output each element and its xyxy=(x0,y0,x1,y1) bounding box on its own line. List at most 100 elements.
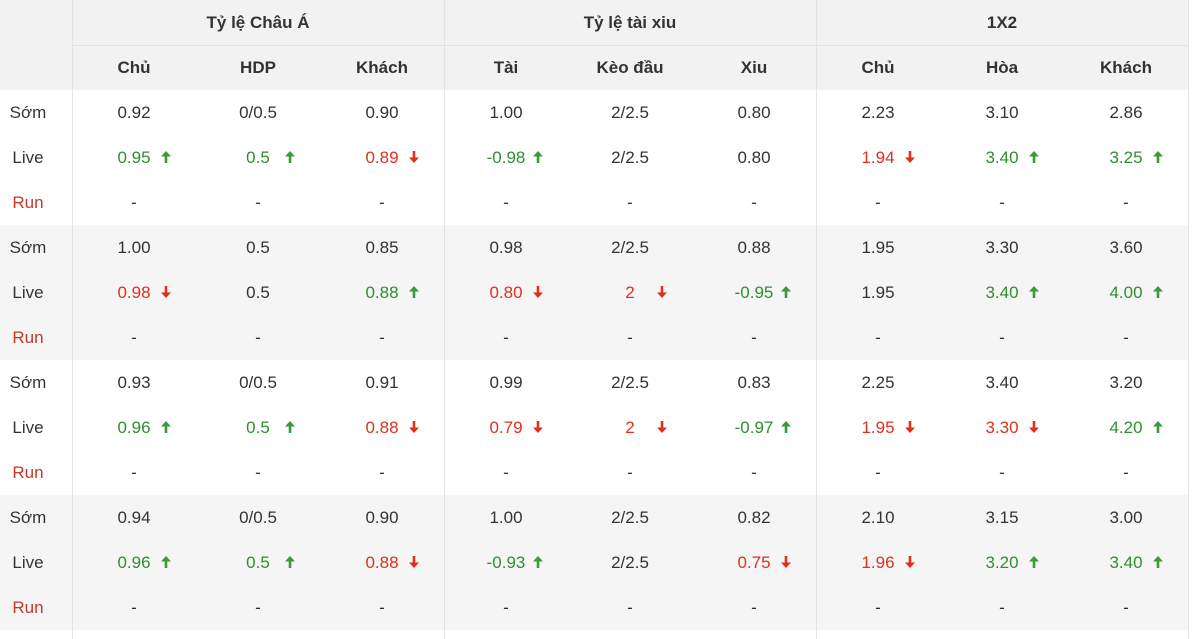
odds-value: 1.00 xyxy=(489,103,523,122)
column-header: Xiu xyxy=(740,58,768,77)
trend-arrow xyxy=(409,556,419,568)
odds-value: 1.00 xyxy=(117,238,151,257)
odds-cell: 1.00 xyxy=(444,495,568,540)
odds-value: -0.97 xyxy=(734,418,774,437)
odds-cell: - xyxy=(444,180,568,225)
odds-cell: 0.91 xyxy=(320,360,444,405)
odds-cell: - xyxy=(320,585,444,630)
odds-value: - xyxy=(1123,193,1129,212)
divider xyxy=(72,0,73,639)
arrow-shape xyxy=(533,151,543,163)
odds-value: 3.40 xyxy=(985,283,1019,302)
arrow-shape xyxy=(161,286,171,298)
odds-cell: 1.95 xyxy=(816,270,940,315)
trend-arrow xyxy=(1029,151,1039,163)
trend-arrow xyxy=(533,286,543,298)
odds-value: 3.00 xyxy=(1109,508,1143,527)
arrow-shape xyxy=(1029,286,1039,298)
odds-cell: 0.5 xyxy=(196,225,320,270)
odds-value: - xyxy=(875,328,881,347)
odds-cell: - xyxy=(816,315,940,360)
trend-arrow xyxy=(1153,286,1163,298)
trend-arrow xyxy=(285,421,295,433)
arrow-shape xyxy=(161,151,171,163)
odds-value: 4.00 xyxy=(1109,283,1143,302)
odds-cell: 1.96 xyxy=(816,540,940,585)
odds-cell: - xyxy=(692,585,816,630)
odds-value: - xyxy=(875,193,881,212)
odds-cell: -0.93 xyxy=(444,540,568,585)
arrow-shape xyxy=(1153,556,1163,568)
odds-value: 2/2.5 xyxy=(611,508,649,527)
odds-cell: -0.95 xyxy=(692,270,816,315)
row-label: Run xyxy=(12,463,44,482)
odds-value: - xyxy=(255,463,261,482)
odds-value: - xyxy=(255,598,261,617)
odds-cell: 2/2.5 xyxy=(568,495,692,540)
odds-value: 0.90 xyxy=(365,103,399,122)
odds-value: 0.96 xyxy=(117,418,151,437)
arrow-shape xyxy=(409,151,419,163)
odds-cell: -0.97 xyxy=(692,405,816,450)
trend-arrow xyxy=(161,421,171,433)
odds-cell: 3.40 xyxy=(940,360,1064,405)
trend-arrow xyxy=(1029,286,1039,298)
odds-cell: 2/2.5 xyxy=(568,360,692,405)
group-header: Tỷ lệ tài xiu xyxy=(444,0,816,45)
odds-value: 0.5 xyxy=(246,238,270,257)
odds-cell: - xyxy=(1064,450,1188,495)
arrow-shape xyxy=(1153,421,1163,433)
odds-value: 3.30 xyxy=(985,238,1019,257)
odds-value: 3.30 xyxy=(985,418,1019,437)
odds-cell: 1.00 xyxy=(72,225,196,270)
row-label: Sớm xyxy=(9,373,47,392)
odds-value: 0.5 xyxy=(246,553,270,572)
row-label: Run xyxy=(12,598,44,617)
odds-value: 0.5 xyxy=(246,418,270,437)
odds-value: 0.80 xyxy=(489,283,523,302)
odds-cell: 3.10 xyxy=(940,90,1064,135)
odds-cell: - xyxy=(940,450,1064,495)
odds-value: 3.60 xyxy=(1109,238,1143,257)
odds-value: 0.99 xyxy=(489,373,523,392)
trend-arrow xyxy=(533,556,543,568)
trend-arrow xyxy=(161,286,171,298)
odds-cell: - xyxy=(816,585,940,630)
arrow-shape xyxy=(781,556,791,568)
arrow-shape xyxy=(781,286,791,298)
odds-value: 3.20 xyxy=(1109,373,1143,392)
arrow-shape xyxy=(1029,151,1039,163)
odds-cell: 0.5 xyxy=(196,540,320,585)
odds-cell: - xyxy=(692,180,816,225)
trend-arrow xyxy=(533,151,543,163)
odds-cell: - xyxy=(940,585,1064,630)
match-block xyxy=(0,495,1188,630)
odds-value: 2.10 xyxy=(861,508,895,527)
odds-cell: 3.40 xyxy=(1064,540,1188,585)
odds-cell: - xyxy=(72,450,196,495)
odds-value: 0.88 xyxy=(737,238,771,257)
odds-cell: - xyxy=(692,315,816,360)
arrow-shape xyxy=(285,151,295,163)
odds-cell: 3.40 xyxy=(940,270,1064,315)
match-block xyxy=(0,225,1188,360)
odds-value: 0.90 xyxy=(365,508,399,527)
trend-arrow xyxy=(905,151,915,163)
odds-cell: 3.20 xyxy=(940,540,1064,585)
odds-value: 0.79 xyxy=(489,418,523,437)
arrow-shape xyxy=(533,556,543,568)
odds-value: 3.40 xyxy=(985,373,1019,392)
odds-value: - xyxy=(751,328,757,347)
trend-arrow xyxy=(161,151,171,163)
odds-value: 2.23 xyxy=(861,103,895,122)
arrow-shape xyxy=(533,286,543,298)
odds-cell: 0.88 xyxy=(692,225,816,270)
odds-cell: 2 xyxy=(568,270,692,315)
arrow-shape xyxy=(285,556,295,568)
odds-value: 0/0.5 xyxy=(239,373,277,392)
trend-arrow xyxy=(905,556,915,568)
odds-cell: 0.90 xyxy=(320,90,444,135)
row-label: Sớm xyxy=(9,508,47,527)
odds-cell: 0.82 xyxy=(692,495,816,540)
